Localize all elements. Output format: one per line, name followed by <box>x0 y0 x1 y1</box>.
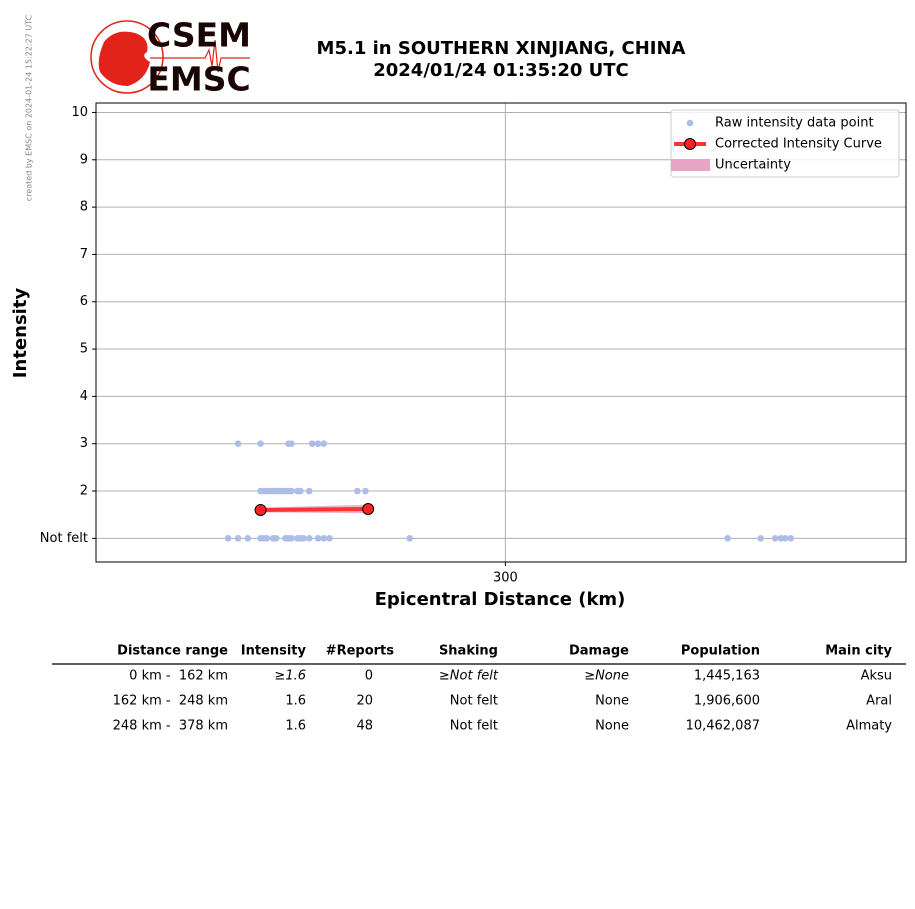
legend-box <box>670 109 900 178</box>
chart-title: M5.1 in SOUTHERN XINJIANG, CHINA <box>317 38 686 59</box>
x-tick-label: 300 <box>493 571 518 586</box>
table-header: Distance range <box>117 644 228 659</box>
y-tick-label: 2 <box>80 484 88 499</box>
data-point <box>288 440 295 448</box>
intensity-curve <box>260 507 369 512</box>
table-cell: ≥Not felt <box>439 669 499 684</box>
data-point <box>314 535 322 542</box>
table-header: Damage <box>569 644 629 659</box>
chart-subtitle: 2024/01/24 01:35:20 UTC <box>373 60 629 81</box>
table-cell: Not felt <box>450 719 498 734</box>
data-point <box>354 487 361 495</box>
table-cell: None <box>595 719 629 734</box>
data-point <box>244 535 252 542</box>
table-cell: 0 km - 162 km <box>129 669 228 684</box>
y-tick-label: 10 <box>71 105 88 120</box>
logo-bottom: EMSC <box>147 60 250 99</box>
data-point <box>305 487 313 495</box>
legend-swatch <box>686 119 694 127</box>
table-header: #Reports <box>326 644 395 659</box>
y-tick-label: 6 <box>80 294 88 309</box>
data-point <box>320 535 328 542</box>
data-point <box>234 440 242 448</box>
table-cell: 1,906,600 <box>694 694 760 709</box>
table-cell: 20 <box>356 694 373 709</box>
table-cell: Almaty <box>846 719 892 734</box>
data-point <box>757 535 764 542</box>
table-cell: Aksu <box>861 669 892 684</box>
data-point <box>257 440 264 448</box>
data-point <box>305 535 313 542</box>
y-axis-label: Intensity <box>10 288 31 379</box>
table-cell: ≥None <box>584 669 629 684</box>
plot-frame <box>95 102 907 563</box>
table-cell: 1.6 <box>285 719 306 734</box>
data-point <box>288 535 295 542</box>
plot: Not felt 2 3 4 5 6 7 8 9 10 300 Raw intensity data … <box>40 102 907 586</box>
legend-label: Corrected Intensity Curve <box>715 137 882 152</box>
curve-marker <box>362 503 375 516</box>
logo-globe <box>90 20 164 94</box>
data-point <box>272 535 280 542</box>
data-point <box>771 535 779 542</box>
table-cell: 1.6 <box>285 694 306 709</box>
data-point <box>224 535 232 542</box>
table-header: Intensity <box>241 644 307 659</box>
table-cell: 248 km - 378 km <box>113 719 228 734</box>
table-cell: 0 <box>365 669 373 684</box>
data-point <box>314 440 322 448</box>
table-cell: Aral <box>866 694 892 709</box>
y-tick-label: Not felt <box>40 531 88 546</box>
x-axis-label: Epicentral Distance (km) <box>375 589 626 610</box>
table-cell: 48 <box>356 719 373 734</box>
logo-top: CSEM <box>147 16 251 55</box>
table-cell: 162 km - 248 km <box>113 694 228 709</box>
legend-swatch <box>684 138 696 150</box>
y-tick-label: 9 <box>80 152 88 167</box>
legend-label: Raw intensity data point <box>715 116 874 131</box>
y-tick-label: 7 <box>80 247 88 262</box>
data-point <box>406 535 413 542</box>
table-cell: ≥1.6 <box>274 669 306 684</box>
data-point <box>724 535 731 542</box>
table-cell: Not felt <box>450 694 498 709</box>
logo-continents <box>98 31 150 86</box>
table-header: Shaking <box>439 644 498 659</box>
table-header: Main city <box>825 644 892 659</box>
data-point <box>234 535 242 542</box>
data-point <box>288 487 295 495</box>
summary-table: Distance range Intensity #Reports Shaking Da… <box>52 644 906 734</box>
data-point <box>297 487 304 495</box>
logo-seismogram <box>150 39 250 73</box>
table-cell: 10,462,087 <box>686 719 760 734</box>
curve-marker <box>254 503 267 516</box>
data-point <box>308 440 316 448</box>
table-cell: None <box>595 694 629 709</box>
data-point <box>362 487 369 495</box>
table-header: Population <box>681 644 760 659</box>
data-point <box>787 535 795 542</box>
data-point <box>300 535 307 542</box>
watermark: created by EMSC on 2024-01-24 15:22:27 U… <box>25 14 34 201</box>
data-point <box>263 535 271 542</box>
y-tick-label: 8 <box>80 200 88 215</box>
data-point <box>781 535 789 542</box>
y-tick-label: 4 <box>80 389 88 404</box>
data-point <box>320 440 328 448</box>
legend-label: Uncertainty <box>715 158 791 173</box>
y-tick-label: 3 <box>80 436 88 451</box>
table-cell: 1,445,163 <box>694 669 760 684</box>
logo: CSEM EMSC <box>90 16 251 99</box>
y-tick-label: 5 <box>80 342 88 357</box>
legend-swatch <box>671 159 710 171</box>
data-point <box>326 535 333 542</box>
